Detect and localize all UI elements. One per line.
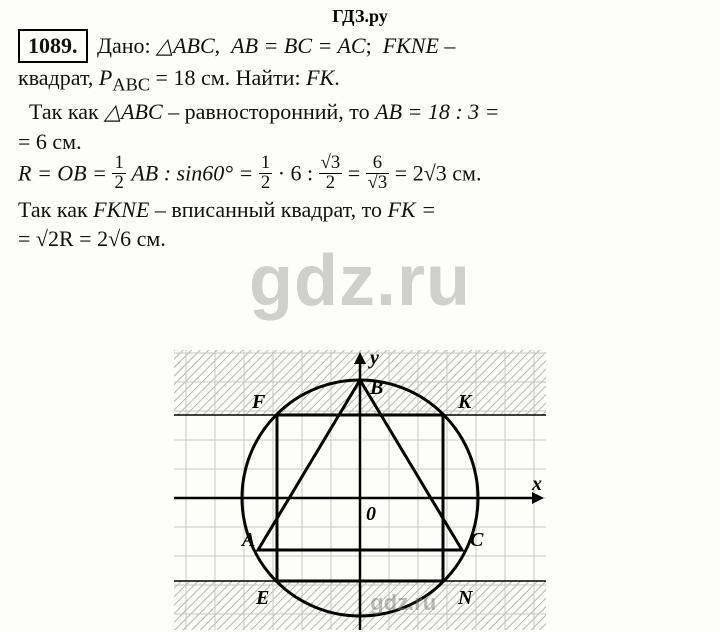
eq-sides: AB = BC = AC — [231, 33, 365, 58]
frac-1-2a: 12 — [112, 154, 125, 192]
dash: – — [444, 33, 455, 58]
site-name: ГДЗ.ру — [332, 6, 387, 26]
svg-text:K: K — [457, 391, 473, 413]
l1d: AB = 18 : 3 = — [375, 99, 499, 124]
geometry-figure: F B K A 0 C E Ny x — [174, 350, 546, 630]
perimeter-sub: ABC — [112, 74, 150, 94]
l3a: Так как — [18, 197, 88, 222]
fkne: FKNE — [383, 33, 439, 58]
l2a: R = OB = — [18, 160, 107, 185]
svg-text:F: F — [251, 391, 266, 413]
svg-text:B: B — [369, 377, 383, 399]
triangle-abc: △ABC — [156, 33, 214, 58]
svg-text:0: 0 — [366, 503, 376, 525]
l1e: = 6 см. — [18, 129, 82, 154]
l3b: FKNE — [93, 197, 149, 222]
find-what: FK — [306, 65, 334, 90]
frac-1-2b: 12 — [259, 154, 272, 192]
given-label: Дано: — [97, 33, 151, 58]
frac-6-r3: 6√3 — [366, 154, 390, 192]
svg-text:x: x — [531, 473, 542, 495]
l1b: △ABC — [104, 99, 162, 124]
svg-text:N: N — [457, 587, 474, 609]
l2d: = — [348, 160, 360, 185]
square-word: квадрат, — [18, 65, 93, 90]
svg-text:y: y — [368, 350, 379, 369]
perimeter-p: P — [99, 65, 112, 90]
l1a: Так как — [29, 99, 99, 124]
find-label: Найти: — [236, 65, 301, 90]
perimeter-val: = 18 см. — [156, 65, 231, 90]
svg-text:A: A — [240, 529, 255, 551]
l1c: – равносторонний, то — [168, 99, 369, 124]
svg-text:C: C — [470, 529, 484, 551]
l3c: – вписанный квадрат, то — [155, 197, 382, 222]
site-header: ГДЗ.ру — [0, 0, 720, 29]
l2e: = 2√3 см. — [395, 160, 482, 185]
frac-r3-2: √32 — [319, 154, 343, 192]
l2b: AB : sin60° = — [131, 160, 253, 185]
problem-content: 1089. Дано: △ABC, AB = BC = AC; FKNE – к… — [0, 29, 720, 254]
svg-text:E: E — [255, 587, 269, 609]
problem-number: 1089. — [18, 29, 88, 63]
l3d: FK = — [387, 197, 435, 222]
l3e: = √2R = 2√6 см. — [18, 226, 166, 251]
l2c: · 6 : — [278, 160, 313, 185]
